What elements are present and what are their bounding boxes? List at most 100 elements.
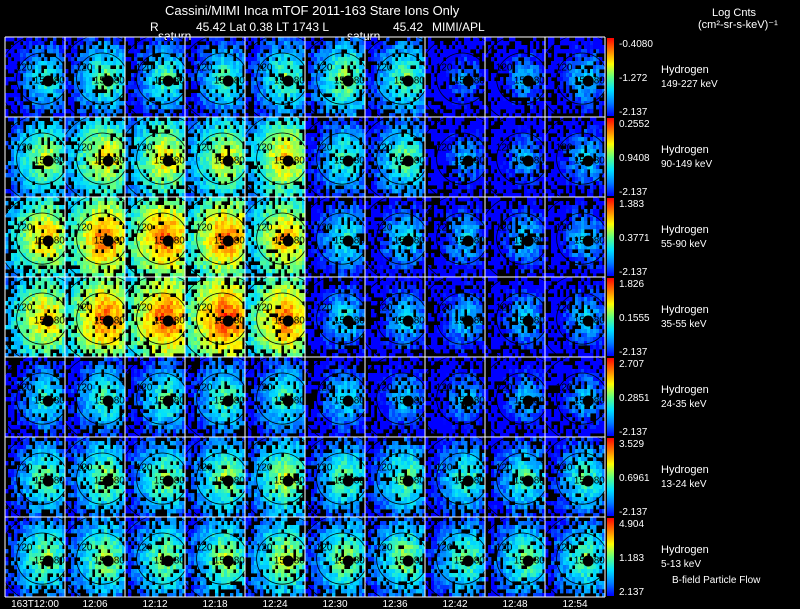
pixel	[356, 65, 360, 70]
pixel	[317, 41, 321, 46]
pixel	[305, 189, 309, 194]
pixel	[59, 57, 63, 62]
pixel	[272, 45, 276, 50]
pixel	[62, 81, 65, 86]
pixel	[560, 89, 564, 94]
pixel	[32, 49, 36, 54]
pixel	[362, 41, 365, 46]
pixel	[221, 125, 225, 130]
pixel	[26, 57, 30, 62]
pixel	[77, 157, 81, 162]
pixel	[407, 45, 411, 50]
pixel	[266, 165, 270, 170]
pixel	[497, 81, 501, 86]
pixel	[233, 193, 237, 197]
pixel	[92, 181, 96, 186]
pixel	[341, 181, 345, 186]
pixel	[191, 49, 195, 54]
pixel	[572, 73, 576, 78]
pixel	[272, 49, 276, 54]
pixel	[203, 149, 207, 154]
pixel	[302, 41, 305, 46]
pixel	[209, 153, 213, 158]
pixel	[77, 121, 81, 126]
pixel	[374, 85, 378, 90]
pixel	[410, 45, 414, 50]
pixel	[53, 61, 57, 66]
pixel	[59, 73, 63, 78]
pixel	[221, 169, 225, 174]
pixel	[413, 89, 417, 94]
pixel	[227, 169, 231, 174]
pixel	[221, 73, 225, 78]
pixel	[29, 193, 33, 197]
pixel	[8, 37, 12, 42]
pixel	[254, 45, 258, 50]
pixel	[86, 49, 90, 54]
ring-label: 150	[514, 75, 531, 86]
pixel	[161, 181, 165, 186]
pixel	[434, 97, 438, 102]
pixel	[38, 153, 42, 158]
pixel	[293, 145, 297, 150]
pixel	[440, 69, 444, 74]
pixel	[119, 157, 123, 162]
pixel	[266, 189, 270, 194]
pixel	[32, 149, 36, 154]
pixel	[128, 85, 132, 90]
pixel	[98, 85, 102, 90]
pixel	[125, 89, 129, 94]
pixel	[161, 141, 165, 146]
pixel	[380, 121, 384, 126]
pixel	[203, 157, 207, 162]
pixel	[269, 49, 273, 54]
pixel	[116, 37, 120, 42]
pixel	[272, 105, 276, 110]
pixel	[464, 73, 468, 78]
ring-label: 150	[574, 75, 591, 86]
pixel	[29, 69, 33, 74]
pixel	[284, 189, 288, 194]
pixel	[146, 89, 150, 94]
pixel	[455, 69, 459, 74]
pixel	[260, 45, 264, 50]
pixel	[122, 57, 125, 62]
pixel	[179, 105, 183, 110]
pixel	[53, 149, 57, 154]
pixel	[215, 101, 219, 106]
pixel	[590, 57, 594, 62]
pixel	[155, 173, 159, 178]
pixel	[131, 49, 135, 54]
pixel	[143, 57, 147, 62]
pixel	[599, 101, 603, 106]
pixel	[260, 109, 264, 114]
pixel	[350, 49, 354, 54]
ring-label: 150	[334, 155, 351, 166]
pixel	[257, 165, 261, 170]
pixel	[326, 121, 330, 126]
pixel	[302, 181, 305, 186]
pixel	[326, 193, 330, 197]
pixel	[323, 141, 327, 146]
pixel	[179, 133, 183, 138]
pixel	[437, 81, 441, 86]
pixel	[602, 101, 605, 106]
pixel	[230, 69, 234, 74]
pixel	[167, 169, 171, 174]
pixel	[482, 37, 485, 42]
pixel	[311, 193, 315, 197]
pixel	[143, 37, 147, 42]
pixel	[308, 165, 312, 170]
pixel	[353, 81, 357, 86]
pixel	[338, 41, 342, 46]
pixel	[458, 97, 462, 102]
pixel	[347, 105, 351, 110]
pixel	[563, 97, 567, 102]
pixel	[17, 165, 21, 170]
pixel	[347, 185, 351, 190]
pixel	[182, 181, 185, 186]
pixel	[335, 73, 339, 78]
pixel	[569, 45, 573, 50]
pixel	[467, 45, 471, 50]
pixel	[263, 133, 267, 138]
